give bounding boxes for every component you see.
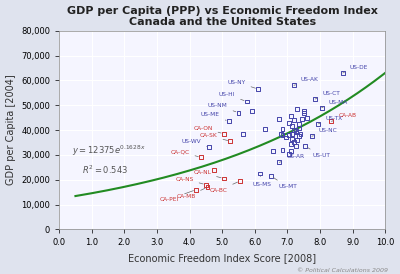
Point (268, 174, 274, 178)
Point (294, 138, 300, 142)
Point (227, 139, 234, 143)
Text: $R^2 = 0.543$: $R^2 = 0.543$ (82, 163, 128, 176)
Text: US-AR: US-AR (279, 154, 304, 162)
Point (312, 97, 318, 101)
Point (206, 145, 212, 150)
Point (279, 148, 286, 152)
Point (315, 122, 322, 126)
Point (244, 99, 250, 104)
Point (198, 155, 204, 159)
Text: US-UT: US-UT (308, 148, 330, 158)
Point (237, 179, 243, 183)
Text: US-WV: US-WV (181, 139, 206, 147)
Point (288, 141, 294, 146)
X-axis label: Economic Freedom Index Score [2008]: Economic Freedom Index Score [2008] (128, 253, 316, 263)
Point (261, 127, 268, 131)
Point (226, 119, 232, 124)
Point (318, 105, 325, 110)
Text: US-HI: US-HI (219, 92, 244, 101)
Text: CA-NS: CA-NS (175, 176, 203, 184)
Point (276, 117, 282, 121)
Text: CA-NL: CA-NL (193, 170, 221, 178)
Point (296, 125, 302, 130)
Text: US-TX: US-TX (318, 116, 342, 124)
Point (291, 118, 297, 122)
Text: $y = 12375e^{0.1628x}$: $y = 12375e^{0.1628x}$ (72, 144, 146, 158)
Text: US-MT: US-MT (274, 178, 297, 190)
Point (302, 144, 308, 149)
Point (289, 136, 296, 141)
Point (309, 134, 315, 138)
Point (304, 115, 310, 120)
Text: US-DE: US-DE (343, 65, 368, 73)
Point (286, 120, 292, 125)
Point (276, 160, 282, 164)
Point (340, 71, 346, 75)
Point (299, 117, 305, 121)
Point (292, 130, 299, 135)
Point (292, 129, 299, 133)
Text: US-MA: US-MA (322, 99, 348, 108)
Text: US-NC: US-NC (312, 128, 338, 136)
Point (297, 132, 304, 136)
Point (193, 187, 199, 192)
Point (221, 132, 227, 136)
Point (203, 182, 209, 187)
Title: GDP per Capita (PPP) vs Economic Freedom Index
Canada and the United States: GDP per Capita (PPP) vs Economic Freedom… (67, 5, 378, 27)
Point (328, 119, 335, 124)
Text: CA-BC: CA-BC (210, 182, 238, 193)
Point (270, 149, 276, 153)
Point (204, 185, 211, 189)
Point (289, 124, 296, 129)
Point (291, 83, 297, 87)
Point (256, 171, 263, 176)
Point (289, 132, 296, 136)
Point (292, 144, 299, 149)
Text: CA-AB: CA-AB (332, 113, 356, 121)
Point (248, 109, 255, 114)
Text: US-CT: US-CT (315, 91, 340, 99)
Y-axis label: GDP per Capita [2004]: GDP per Capita [2004] (6, 75, 16, 185)
Point (282, 135, 289, 140)
Point (279, 127, 286, 131)
Point (288, 149, 294, 153)
Point (221, 176, 227, 181)
Point (296, 122, 302, 126)
Text: CA-SK: CA-SK (200, 133, 228, 141)
Text: US-NM: US-NM (208, 103, 236, 112)
Point (286, 152, 292, 156)
Point (240, 132, 246, 136)
Point (294, 107, 300, 111)
Text: US-AK: US-AK (294, 77, 319, 85)
Text: US-MS: US-MS (253, 176, 272, 187)
Point (291, 128, 297, 132)
Point (296, 134, 302, 138)
Text: US-ME: US-ME (201, 112, 226, 120)
Text: CA-PEI: CA-PEI (160, 191, 194, 202)
Point (279, 133, 286, 137)
Text: CA-QC: CA-QC (170, 149, 198, 157)
Point (211, 168, 217, 172)
Text: CA-ON: CA-ON (193, 125, 221, 133)
Point (291, 140, 297, 145)
Text: CA-MB: CA-MB (177, 188, 205, 199)
Point (235, 110, 242, 115)
Point (300, 109, 307, 114)
Text: © Political Calculations 2009: © Political Calculations 2009 (297, 268, 388, 273)
Point (278, 132, 284, 136)
Point (300, 110, 307, 115)
Point (286, 133, 292, 137)
Text: US-NY: US-NY (228, 79, 256, 88)
Point (288, 114, 294, 119)
Point (255, 87, 261, 91)
